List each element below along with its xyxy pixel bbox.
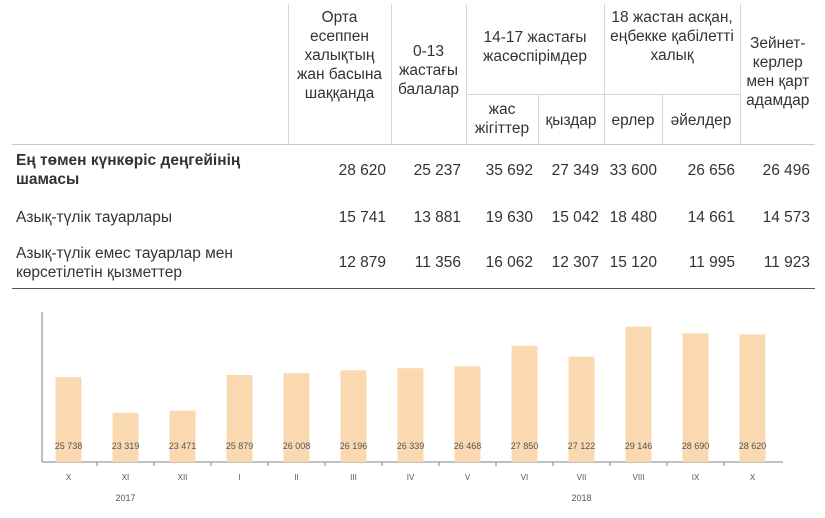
bar-value-label: 26 339 <box>397 441 425 451</box>
row-label: Ең төмен күнкөріс деңгейінің шамасы <box>16 152 241 189</box>
bar-value-label: 23 319 <box>112 441 140 451</box>
table-cell: 14 573 <box>762 208 811 226</box>
bar <box>454 366 481 462</box>
row-label: Азық-түлік тауарлары <box>16 208 173 226</box>
bar <box>511 345 538 462</box>
x-tick-label: X <box>750 473 756 482</box>
table-cell: 11 923 <box>740 238 816 289</box>
x-tick-label: XII <box>178 473 188 482</box>
monthly-subsistence-chart: 25 738 X 23 319 XI 23 471 XII 25 879 I 26 008 II 2… <box>0 300 825 518</box>
x-tick-label: II <box>294 473 298 482</box>
table-cell: 19 630 <box>485 208 533 226</box>
x-tick-label: VIII <box>632 473 644 482</box>
bar-value-label: 25 738 <box>55 441 83 451</box>
header-teen-girls: қыздар <box>537 93 605 145</box>
bar <box>682 333 709 462</box>
x-tick-label: III <box>350 473 357 482</box>
table-row: Азық-түлік тауарлары 15 741 13 881 19 630 15… <box>12 196 815 238</box>
table-cell: 28 620 <box>338 161 386 179</box>
table-cell: 33 600 <box>609 161 658 179</box>
x-tick-label: I <box>238 473 240 482</box>
header-per-capita: Орта есеппен халықтың жан басына шаққанд… <box>287 4 391 145</box>
subsistence-minimum-table: Орта есеппен халықтың жан басына шаққанд… <box>12 4 816 290</box>
table-row: Азық-түлік емес тауарлар мен көрсетілеті… <box>12 238 816 289</box>
bar <box>625 326 652 462</box>
bar <box>112 412 139 462</box>
header-teens: 14-17 жастағы жасөспірімдер <box>465 4 605 94</box>
table-cell: 12 879 <box>288 238 391 289</box>
data-table: Орта есеппен халықтың жан басына шаққанд… <box>12 4 816 289</box>
bar-value-label: 28 620 <box>739 441 767 451</box>
bar <box>169 410 196 462</box>
x-tick-label: IV <box>407 473 415 482</box>
table-cell: 26 656 <box>687 161 736 179</box>
bar-value-label: 25 879 <box>226 441 254 451</box>
bar-value-label: 27 122 <box>568 441 596 451</box>
table-cell: 27 349 <box>551 161 600 179</box>
header-children: 0-13 жастағы балалар <box>390 4 466 145</box>
table-body: Ең төмен күнкөріс деңгейінің шамасы 28 62… <box>12 144 816 289</box>
x-tick-label: V <box>465 473 471 482</box>
bar <box>340 370 367 462</box>
table-row: Ең төмен күнкөріс деңгейінің шамасы 28 62… <box>12 144 815 196</box>
bar <box>397 368 424 462</box>
x-tick-label: VI <box>521 473 529 482</box>
table-cell: 25 237 <box>413 161 461 179</box>
bar-value-label: 27 850 <box>511 441 539 451</box>
year-label: 2018 <box>571 493 591 503</box>
table-cell: 11 356 <box>391 238 466 289</box>
header-men: ерлер <box>603 93 663 145</box>
bar <box>55 377 82 462</box>
x-tick-label: VII <box>577 473 587 482</box>
bar <box>226 374 253 462</box>
bar-chart: 25 738 X 23 319 XI 23 471 XII 25 879 I 26 008 II 2… <box>41 312 783 503</box>
x-tick-label: X <box>66 473 72 482</box>
table-cell: 15 741 <box>338 208 386 226</box>
bar-value-label: 29 146 <box>625 441 653 451</box>
year-label: 2017 <box>115 493 135 503</box>
table-cell: 26 496 <box>762 161 811 179</box>
table-cell: 16 062 <box>466 238 538 289</box>
bar <box>739 334 766 462</box>
header-pensioners: Зейнет-керлер мен қарт адамдар <box>739 4 816 145</box>
bar <box>283 373 310 462</box>
table-cell: 14 661 <box>687 208 736 226</box>
bar-value-label: 26 008 <box>283 441 311 451</box>
header-adults: 18 жастан асқан, еңбекке қабілетті халық <box>603 4 741 94</box>
x-tick-label: XI <box>122 473 130 482</box>
header-teen-boys: жас жігіттер <box>465 93 538 145</box>
row-label: Азық-түлік емес тауарлар мен көрсетілеті… <box>12 238 288 289</box>
table-cell: 11 995 <box>662 238 741 289</box>
x-tick-label: IX <box>692 473 700 482</box>
table-cell: 18 480 <box>609 208 658 226</box>
bar-value-label: 26 196 <box>340 441 368 451</box>
bar <box>568 356 595 462</box>
table-cell: 35 692 <box>485 161 533 179</box>
header-blank <box>12 4 288 145</box>
bar-value-label: 28 690 <box>682 441 710 451</box>
header-women: әйелдер <box>661 93 741 145</box>
bar-value-label: 23 471 <box>169 441 197 451</box>
table-cell: 13 881 <box>413 208 461 226</box>
table-cell: 15 042 <box>551 208 600 226</box>
bar-value-label: 26 468 <box>454 441 482 451</box>
table-cell: 12 307 <box>538 238 605 289</box>
table-cell: 15 120 <box>604 238 663 289</box>
